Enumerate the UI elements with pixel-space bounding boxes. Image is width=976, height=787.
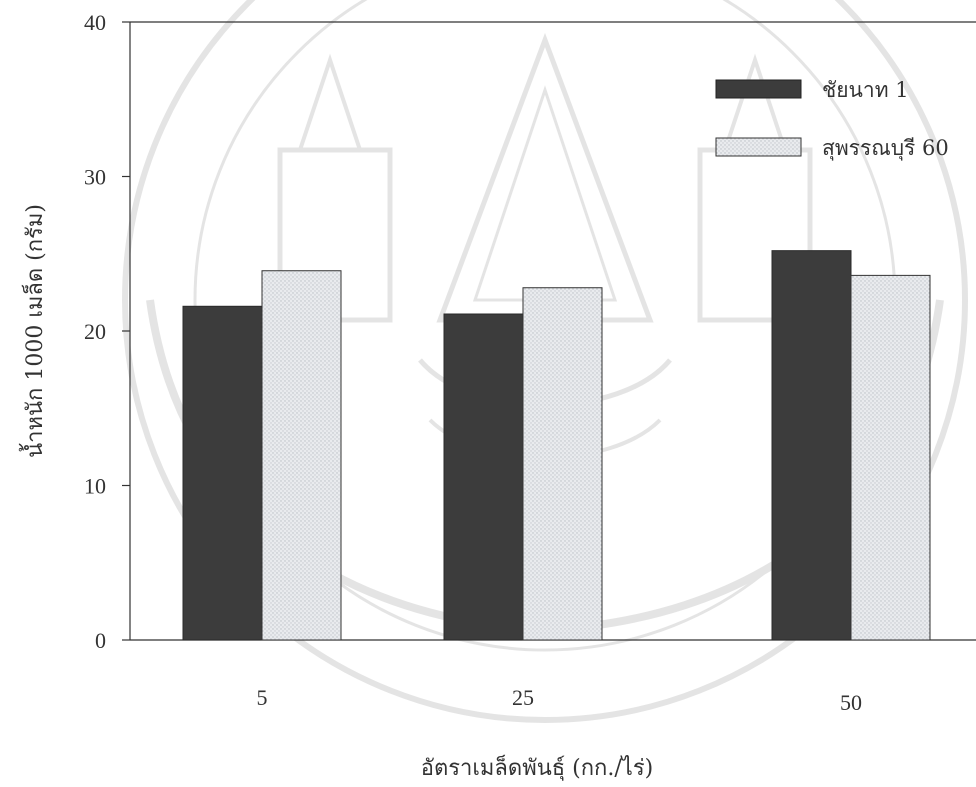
legend-label-suphanburi60: สุพรรณบุรี 60	[822, 136, 949, 161]
x-tick-label: 5	[257, 685, 268, 710]
y-tick-label: 40	[84, 10, 106, 35]
y-axis-title: น้ำหนัก 1000 เมล็ด (กรัม)	[19, 204, 48, 458]
bar-suphanburi60-25	[522, 287, 603, 641]
bars-group	[182, 250, 931, 641]
legend-swatch-suphanburi60	[715, 137, 802, 157]
x-tick-label: 50	[840, 690, 862, 715]
legend-label-chainat1: ชัยนาท 1	[822, 78, 909, 102]
y-tick-label: 10	[84, 474, 106, 499]
bar-suphanburi60-5	[261, 270, 342, 641]
y-tick-label: 30	[84, 165, 106, 190]
bar-suphanburi60-50	[850, 274, 931, 641]
x-axis-title: อัตราเมล็ดพันธุ์ (กก./ไร่)	[421, 753, 654, 781]
y-tick-label: 0	[95, 628, 106, 653]
bar-chainat1-50	[771, 250, 852, 641]
bar-chainat1-5	[182, 305, 263, 641]
bar-chainat1-25	[443, 313, 524, 641]
legend-swatch-chainat1	[715, 79, 802, 99]
legend: ชัยนาท 1 สุพรรณบุรี 60	[715, 78, 949, 161]
y-tick-label: 20	[84, 319, 106, 344]
x-tick-label: 25	[512, 685, 534, 710]
x-axis: 5 25 50	[257, 685, 863, 715]
y-axis: 0 10 20 30 40	[84, 10, 130, 653]
